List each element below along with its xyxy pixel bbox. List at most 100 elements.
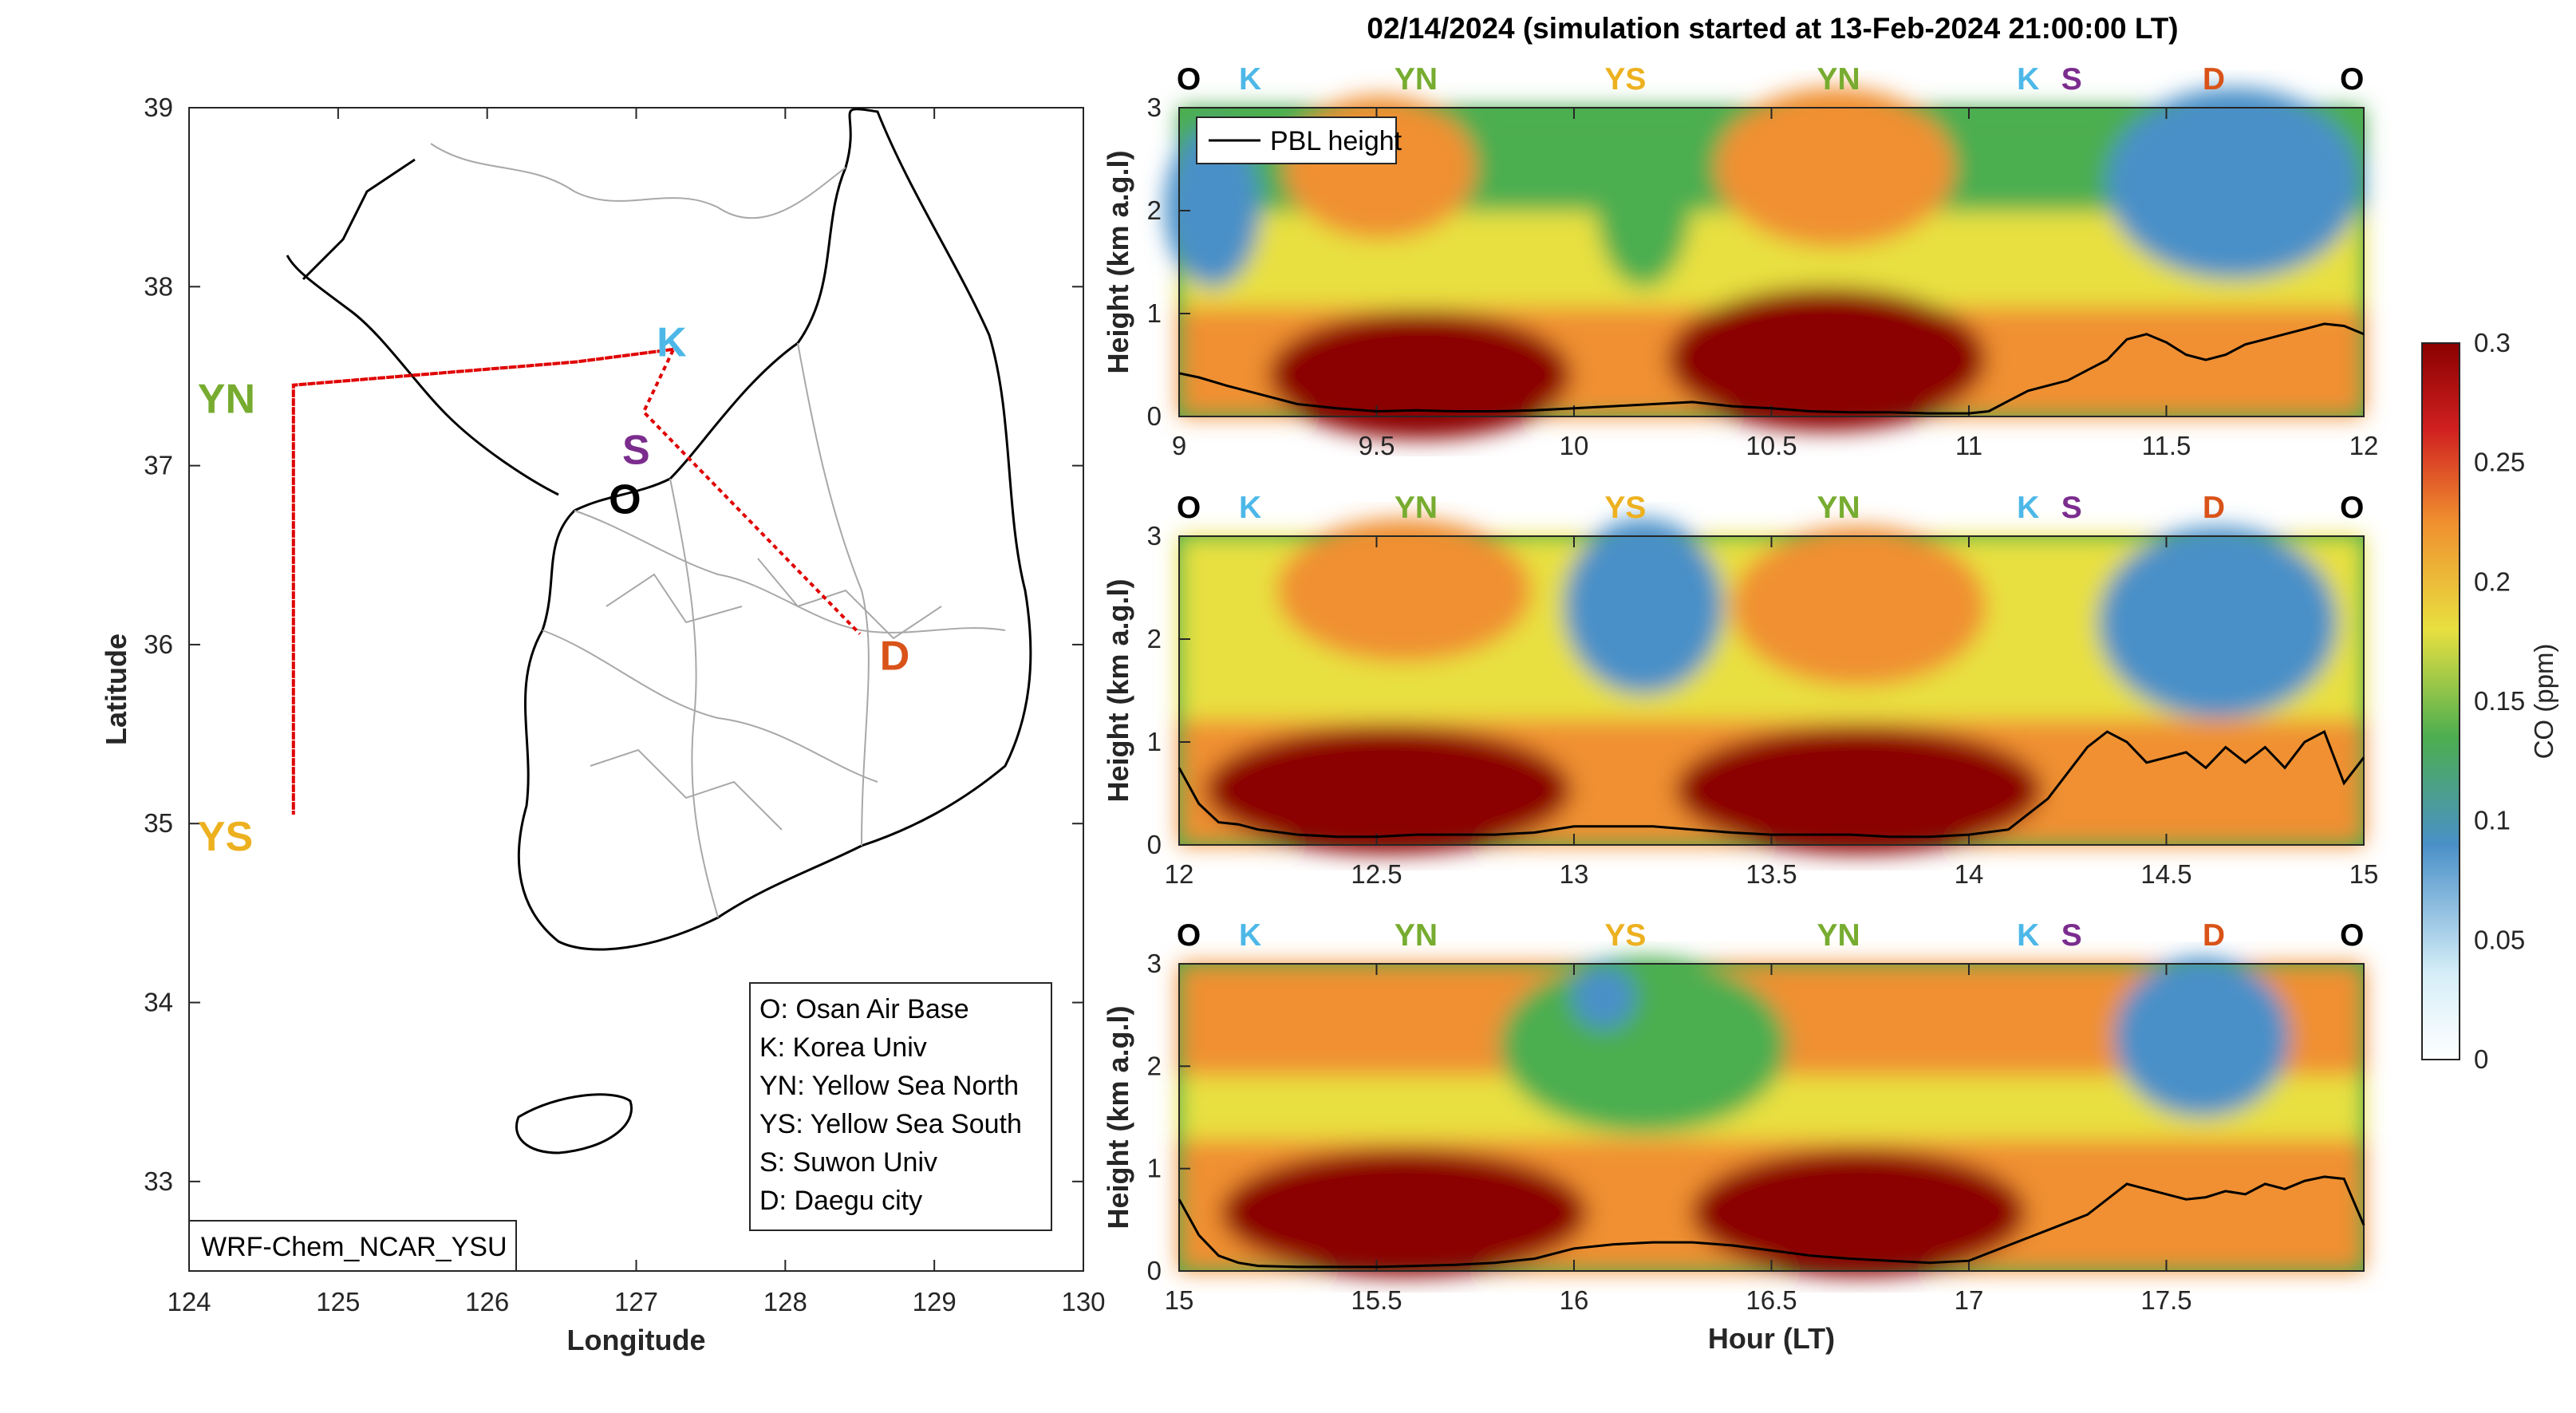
heatmap-xtick-label: 17	[1955, 1285, 1984, 1315]
heatmap-ytick-label: 2	[1147, 624, 1162, 653]
site-label-k: K	[2017, 491, 2039, 525]
heatmap-ytick-label: 3	[1147, 521, 1162, 551]
map-ytick-label: 36	[144, 630, 173, 659]
heatmap-ytick-label: 2	[1147, 1051, 1162, 1080]
heatmap-xlabel: Hour (LT)	[1708, 1322, 1835, 1355]
heatmap-xtick-label: 11	[1955, 431, 1982, 460]
map-ytick-label: 37	[144, 451, 173, 480]
colorbar-tick-label: 0.3	[2474, 328, 2511, 357]
colorbar-tick-label: 0.15	[2474, 686, 2525, 716]
colorbar-gradient	[2421, 342, 2460, 1060]
colorbar-tick-label: 0.1	[2474, 806, 2511, 835]
heatmap-ytick-label: 1	[1147, 1154, 1162, 1183]
site-label-k: K	[1239, 62, 1261, 97]
site-label-o: O	[1177, 918, 1201, 953]
site-label-yn: YN	[1817, 918, 1860, 953]
heatmap-ytick-label: 0	[1147, 1256, 1162, 1285]
map-location-o: O	[609, 476, 641, 523]
heatmap-xtick-label: 15	[2349, 859, 2379, 889]
site-label-o: O	[1177, 62, 1201, 97]
map-location-ys: YS	[198, 814, 253, 860]
map-location-d: D	[880, 633, 910, 679]
colorbar-tick-label: 0.2	[2474, 566, 2511, 596]
model-label: WRF-Chem_NCAR_YSU	[201, 1232, 507, 1262]
site-label-o: O	[1177, 491, 1201, 525]
pbl-height-line	[1178, 1175, 2365, 1269]
site-legend-entry: K: Korea Univ	[759, 1032, 927, 1063]
site-label-yn: YN	[1817, 491, 1860, 525]
site-legend-entry: S: Suwon Univ	[759, 1147, 937, 1178]
heatmap-ytick-label: 1	[1147, 298, 1162, 328]
heatmap-xtick-label: 9.5	[1359, 431, 1395, 460]
site-legend-entry: YN: Yellow Sea North	[759, 1071, 1019, 1101]
colorbar	[2421, 342, 2460, 1060]
site-label-ys: YS	[1604, 918, 1646, 953]
site-label-d: D	[2203, 62, 2225, 97]
site-label-d: D	[2203, 491, 2225, 525]
map-xtick-label: 128	[763, 1287, 807, 1316]
heatmap-xtick-label: 14.5	[2140, 859, 2191, 889]
heatmap-xtick-label: 12.5	[1351, 859, 1402, 889]
heatmap-panel-3	[1179, 957, 2364, 1277]
map-xtick-label: 124	[167, 1287, 211, 1316]
colorbar-tick-label: 0.05	[2474, 925, 2525, 954]
site-legend-box	[749, 982, 1052, 1231]
site-label-ys: YS	[1604, 491, 1646, 525]
heatmap-xtick-label: 13	[1560, 859, 1589, 889]
map-location-s: S	[622, 428, 650, 474]
map-coastline	[286, 108, 1032, 1154]
site-label-o: O	[2340, 491, 2364, 525]
map-xtick-label: 127	[614, 1287, 658, 1316]
colorbar-tick-label: 0.25	[2474, 448, 2525, 477]
colorbar-label: CO (ppm)	[2529, 644, 2558, 760]
heatmap-ytick-label: 3	[1147, 949, 1162, 978]
map-ytick-label: 34	[144, 988, 173, 1017]
site-label-s: S	[2061, 491, 2082, 525]
map-xlabel: Longitude	[567, 1324, 706, 1356]
site-label-yn: YN	[1395, 62, 1438, 97]
colorbar-tick-label: 0	[2474, 1044, 2488, 1074]
site-legend-entry: O: Osan Air Base	[759, 994, 969, 1024]
map-location-k: K	[657, 319, 687, 365]
map-xtick-label: 130	[1061, 1287, 1105, 1316]
map-xtick-label: 126	[465, 1287, 509, 1316]
heatmap-ytick-label: 0	[1147, 830, 1162, 859]
site-label-yn: YN	[1817, 62, 1860, 97]
site-label-yn: YN	[1395, 491, 1438, 525]
heatmap-xtick-label: 10	[1560, 431, 1589, 460]
site-label-o: O	[2340, 918, 2364, 953]
site-legend-entry: D: Daegu city	[759, 1186, 922, 1216]
site-label-k: K	[1239, 491, 1261, 525]
site-label-d: D	[2203, 918, 2225, 953]
heatmap-xtick-label: 10.5	[1746, 431, 1797, 460]
map-ylabel: Latitude	[100, 633, 132, 745]
figure-title: 02/14/2024 (simulation started at 13-Feb…	[1367, 12, 2178, 45]
heatmap-xtick-label: 11.5	[2142, 431, 2191, 460]
heatmap-xtick-label: 12	[1165, 859, 1194, 889]
heatmap-xtick-label: 9	[1172, 431, 1186, 460]
pbl-height-line	[1178, 729, 2365, 839]
site-legend-entry: YS: Yellow Sea South	[759, 1109, 1022, 1139]
chart-layer: 124 125 126 127 128 129 13033343536373839Longi…	[100, 62, 2558, 1356]
heatmap-xtick-label: 17.5	[2140, 1285, 2191, 1315]
map-panel	[188, 107, 1084, 1272]
heatmap-xtick-label: 16.5	[1746, 1285, 1797, 1315]
heatmap-ylabel: Height (km a.g.l)	[1102, 150, 1134, 373]
map-xtick-label: 129	[913, 1287, 957, 1316]
heatmap-xtick-label: 13.5	[1746, 859, 1797, 889]
map-ytick-label: 33	[144, 1166, 173, 1196]
site-label-k: K	[2017, 918, 2039, 953]
site-label-k: K	[1239, 918, 1261, 953]
heatmap-ylabel: Height (km a.g.l)	[1102, 578, 1134, 802]
heatmap-xtick-label: 15	[1165, 1285, 1194, 1315]
site-label-yn: YN	[1395, 918, 1438, 953]
site-label-s: S	[2061, 62, 2082, 97]
heatmap-ytick-label: 0	[1147, 401, 1162, 431]
pbl-height-line	[1178, 322, 2365, 415]
map-xtick-label: 125	[316, 1287, 360, 1316]
site-label-o: O	[2340, 62, 2364, 97]
map-ytick-label: 38	[144, 271, 173, 301]
heatmap-ytick-label: 2	[1147, 195, 1162, 225]
heatmap-ytick-label: 1	[1147, 727, 1162, 756]
